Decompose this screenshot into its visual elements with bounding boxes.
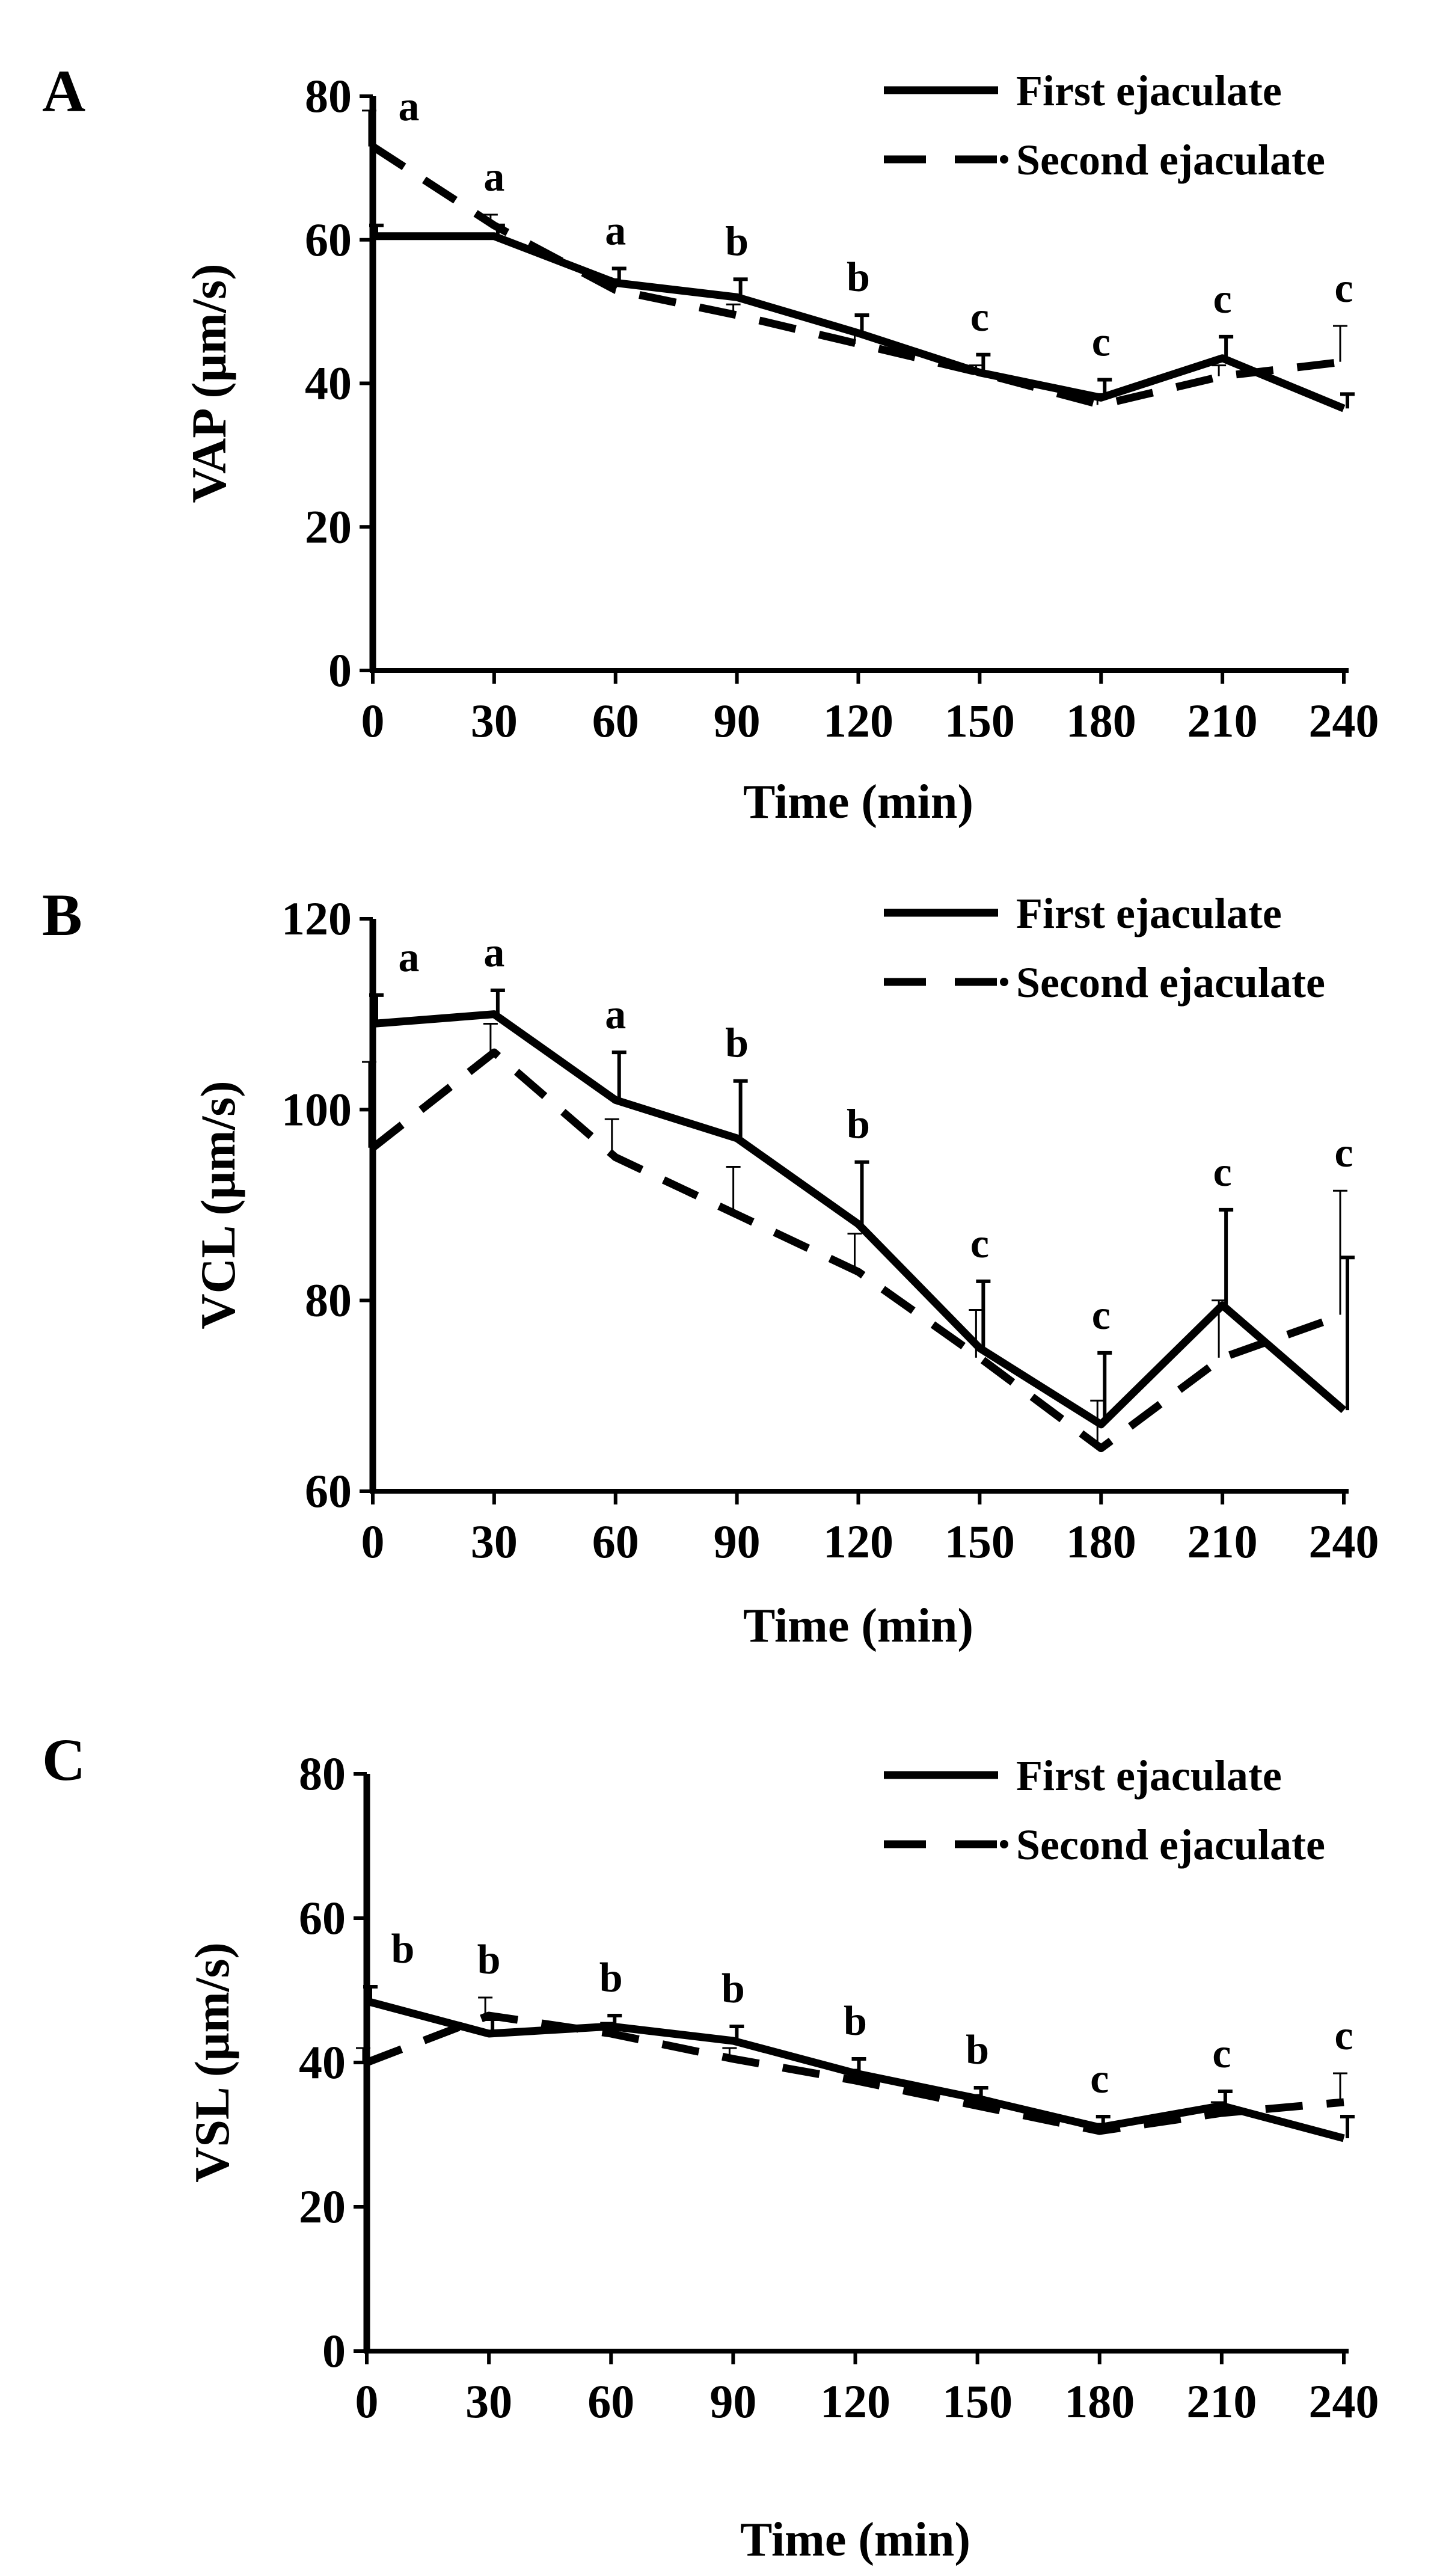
series-line-second-ejaculate bbox=[370, 143, 1344, 409]
y-axis-title: VAP (μm/s) bbox=[182, 263, 236, 503]
y-tick-label: 80 bbox=[299, 1747, 346, 1800]
x-tick-label: 0 bbox=[361, 695, 385, 747]
x-tick-label: 210 bbox=[1186, 2375, 1257, 2427]
significance-letter: a bbox=[605, 992, 626, 1038]
significance-letter: b bbox=[844, 1998, 867, 2044]
y-tick-label: 80 bbox=[305, 1274, 352, 1326]
significance-letter: c bbox=[1213, 276, 1232, 322]
legend-label: Second ejaculate bbox=[1016, 958, 1325, 1007]
x-tick-label: 120 bbox=[820, 2375, 890, 2427]
y-tick-label: 40 bbox=[305, 357, 352, 409]
x-tick-label: 120 bbox=[823, 695, 893, 747]
significance-letter: b bbox=[599, 1955, 623, 2001]
series-line-second-ejaculate bbox=[370, 1048, 1346, 1453]
x-tick-label: 0 bbox=[361, 1515, 385, 1568]
x-axis-title: Time (min) bbox=[740, 2513, 970, 2566]
legend-dot bbox=[1000, 155, 1008, 164]
significance-letter: c bbox=[1334, 1130, 1353, 1176]
panel-label: A bbox=[42, 58, 85, 124]
y-axis-title: VCL (μm/s) bbox=[191, 1081, 245, 1329]
x-tick-label: 0 bbox=[355, 2375, 379, 2427]
x-tick-label: 150 bbox=[942, 2375, 1013, 2427]
x-axis-title: Time (min) bbox=[743, 1599, 973, 1652]
x-tick-label: 30 bbox=[471, 1515, 518, 1568]
error-bars-first bbox=[369, 989, 1355, 1424]
significance-letter: c bbox=[1213, 1149, 1232, 1195]
series-line-second-ejaculate bbox=[365, 2011, 1344, 2135]
legend-dot bbox=[1000, 1840, 1008, 1848]
significance-letter: b bbox=[847, 254, 870, 301]
x-tick-label: 240 bbox=[1309, 695, 1379, 747]
x-tick-label: 180 bbox=[1066, 695, 1136, 747]
panel-c: C 0 20 40 60 80 0 30 60 90 120 150 180 210 240 Time (mi… bbox=[42, 1726, 1379, 2566]
panel-label: B bbox=[42, 882, 82, 948]
y-axis-title: VSL (μm/s) bbox=[185, 1942, 239, 2183]
x-tick-label: 150 bbox=[945, 695, 1015, 747]
legend-label: First ejaculate bbox=[1016, 1752, 1282, 1800]
significance-letter: b bbox=[725, 1020, 749, 1067]
significance-letter: a bbox=[399, 934, 420, 981]
significance-letter: c bbox=[1090, 2056, 1109, 2102]
legend-label: First ejaculate bbox=[1016, 889, 1282, 937]
x-tick-label: 180 bbox=[1064, 2375, 1135, 2427]
x-tick-label: 30 bbox=[465, 2375, 512, 2427]
series-line-first-ejaculate bbox=[372, 1010, 1347, 1429]
y-tick-label: 80 bbox=[305, 70, 352, 122]
error-bars-second bbox=[362, 1023, 1347, 1449]
x-tick-label: 180 bbox=[1066, 1515, 1136, 1568]
x-axis-title: Time (min) bbox=[743, 776, 973, 829]
x-tick-label: 240 bbox=[1309, 1515, 1379, 1568]
significance-letter: a bbox=[483, 930, 504, 976]
x-tick-label: 60 bbox=[592, 1515, 639, 1568]
x-tick-label: 90 bbox=[709, 2375, 756, 2427]
significance-letter: a bbox=[483, 154, 504, 200]
y-tick-label: 120 bbox=[281, 892, 352, 945]
significance-letter: b bbox=[391, 1926, 415, 1972]
x-tick-label: 60 bbox=[587, 2375, 634, 2427]
x-tick-label: 90 bbox=[714, 695, 761, 747]
series-line-first-ejaculate bbox=[366, 1997, 1345, 2142]
x-tick-label: 90 bbox=[714, 1515, 761, 1568]
significance-letter: c bbox=[1212, 2031, 1231, 2077]
significance-letter: b bbox=[847, 1102, 870, 1148]
x-tick-label: 210 bbox=[1187, 695, 1258, 747]
y-tick-label: 40 bbox=[299, 2036, 346, 2088]
significance-letter: b bbox=[725, 218, 749, 265]
significance-letter: c bbox=[1092, 319, 1111, 366]
legend-label: Second ejaculate bbox=[1016, 136, 1325, 184]
x-tick-label: 210 bbox=[1187, 1515, 1258, 1568]
significance-letter: a bbox=[399, 84, 420, 130]
significance-letter: c bbox=[1334, 2013, 1353, 2059]
significance-letter: b bbox=[966, 2027, 989, 2073]
significance-letter: a bbox=[605, 208, 626, 254]
legend-label: First ejaculate bbox=[1016, 67, 1282, 115]
y-tick-label: 100 bbox=[281, 1083, 352, 1135]
significance-letter: c bbox=[970, 1221, 989, 1267]
panel-a: A 0 20 40 60 80 0 30 60 90 120 150 180 210 240 Time (mi… bbox=[42, 58, 1379, 829]
y-tick-label: 20 bbox=[305, 500, 352, 553]
y-tick-label: 0 bbox=[328, 644, 352, 696]
y-tick-label: 20 bbox=[299, 2180, 346, 2233]
x-tick-label: 240 bbox=[1309, 2375, 1379, 2427]
significance-letter: b bbox=[477, 1937, 501, 1983]
legend-label: Second ejaculate bbox=[1016, 1821, 1325, 1869]
x-tick-label: 150 bbox=[945, 1515, 1015, 1568]
significance-letter: c bbox=[1334, 265, 1353, 311]
x-tick-label: 120 bbox=[823, 1515, 893, 1568]
significance-letter: b bbox=[722, 1966, 745, 2012]
significance-letter: c bbox=[970, 294, 989, 340]
y-tick-label: 60 bbox=[305, 1465, 352, 1517]
panel-label: C bbox=[42, 1726, 85, 1793]
x-tick-label: 60 bbox=[592, 695, 639, 747]
y-tick-label: 60 bbox=[299, 1892, 346, 1944]
legend-dot bbox=[1000, 978, 1008, 986]
x-tick-label: 30 bbox=[471, 695, 518, 747]
y-tick-label: 0 bbox=[322, 2325, 346, 2377]
significance-letter: c bbox=[1092, 1292, 1111, 1339]
y-tick-label: 60 bbox=[305, 213, 352, 266]
panel-b: B 60 80 100 120 0 30 60 90 120 150 180 210 240 Time (m… bbox=[42, 882, 1379, 1652]
